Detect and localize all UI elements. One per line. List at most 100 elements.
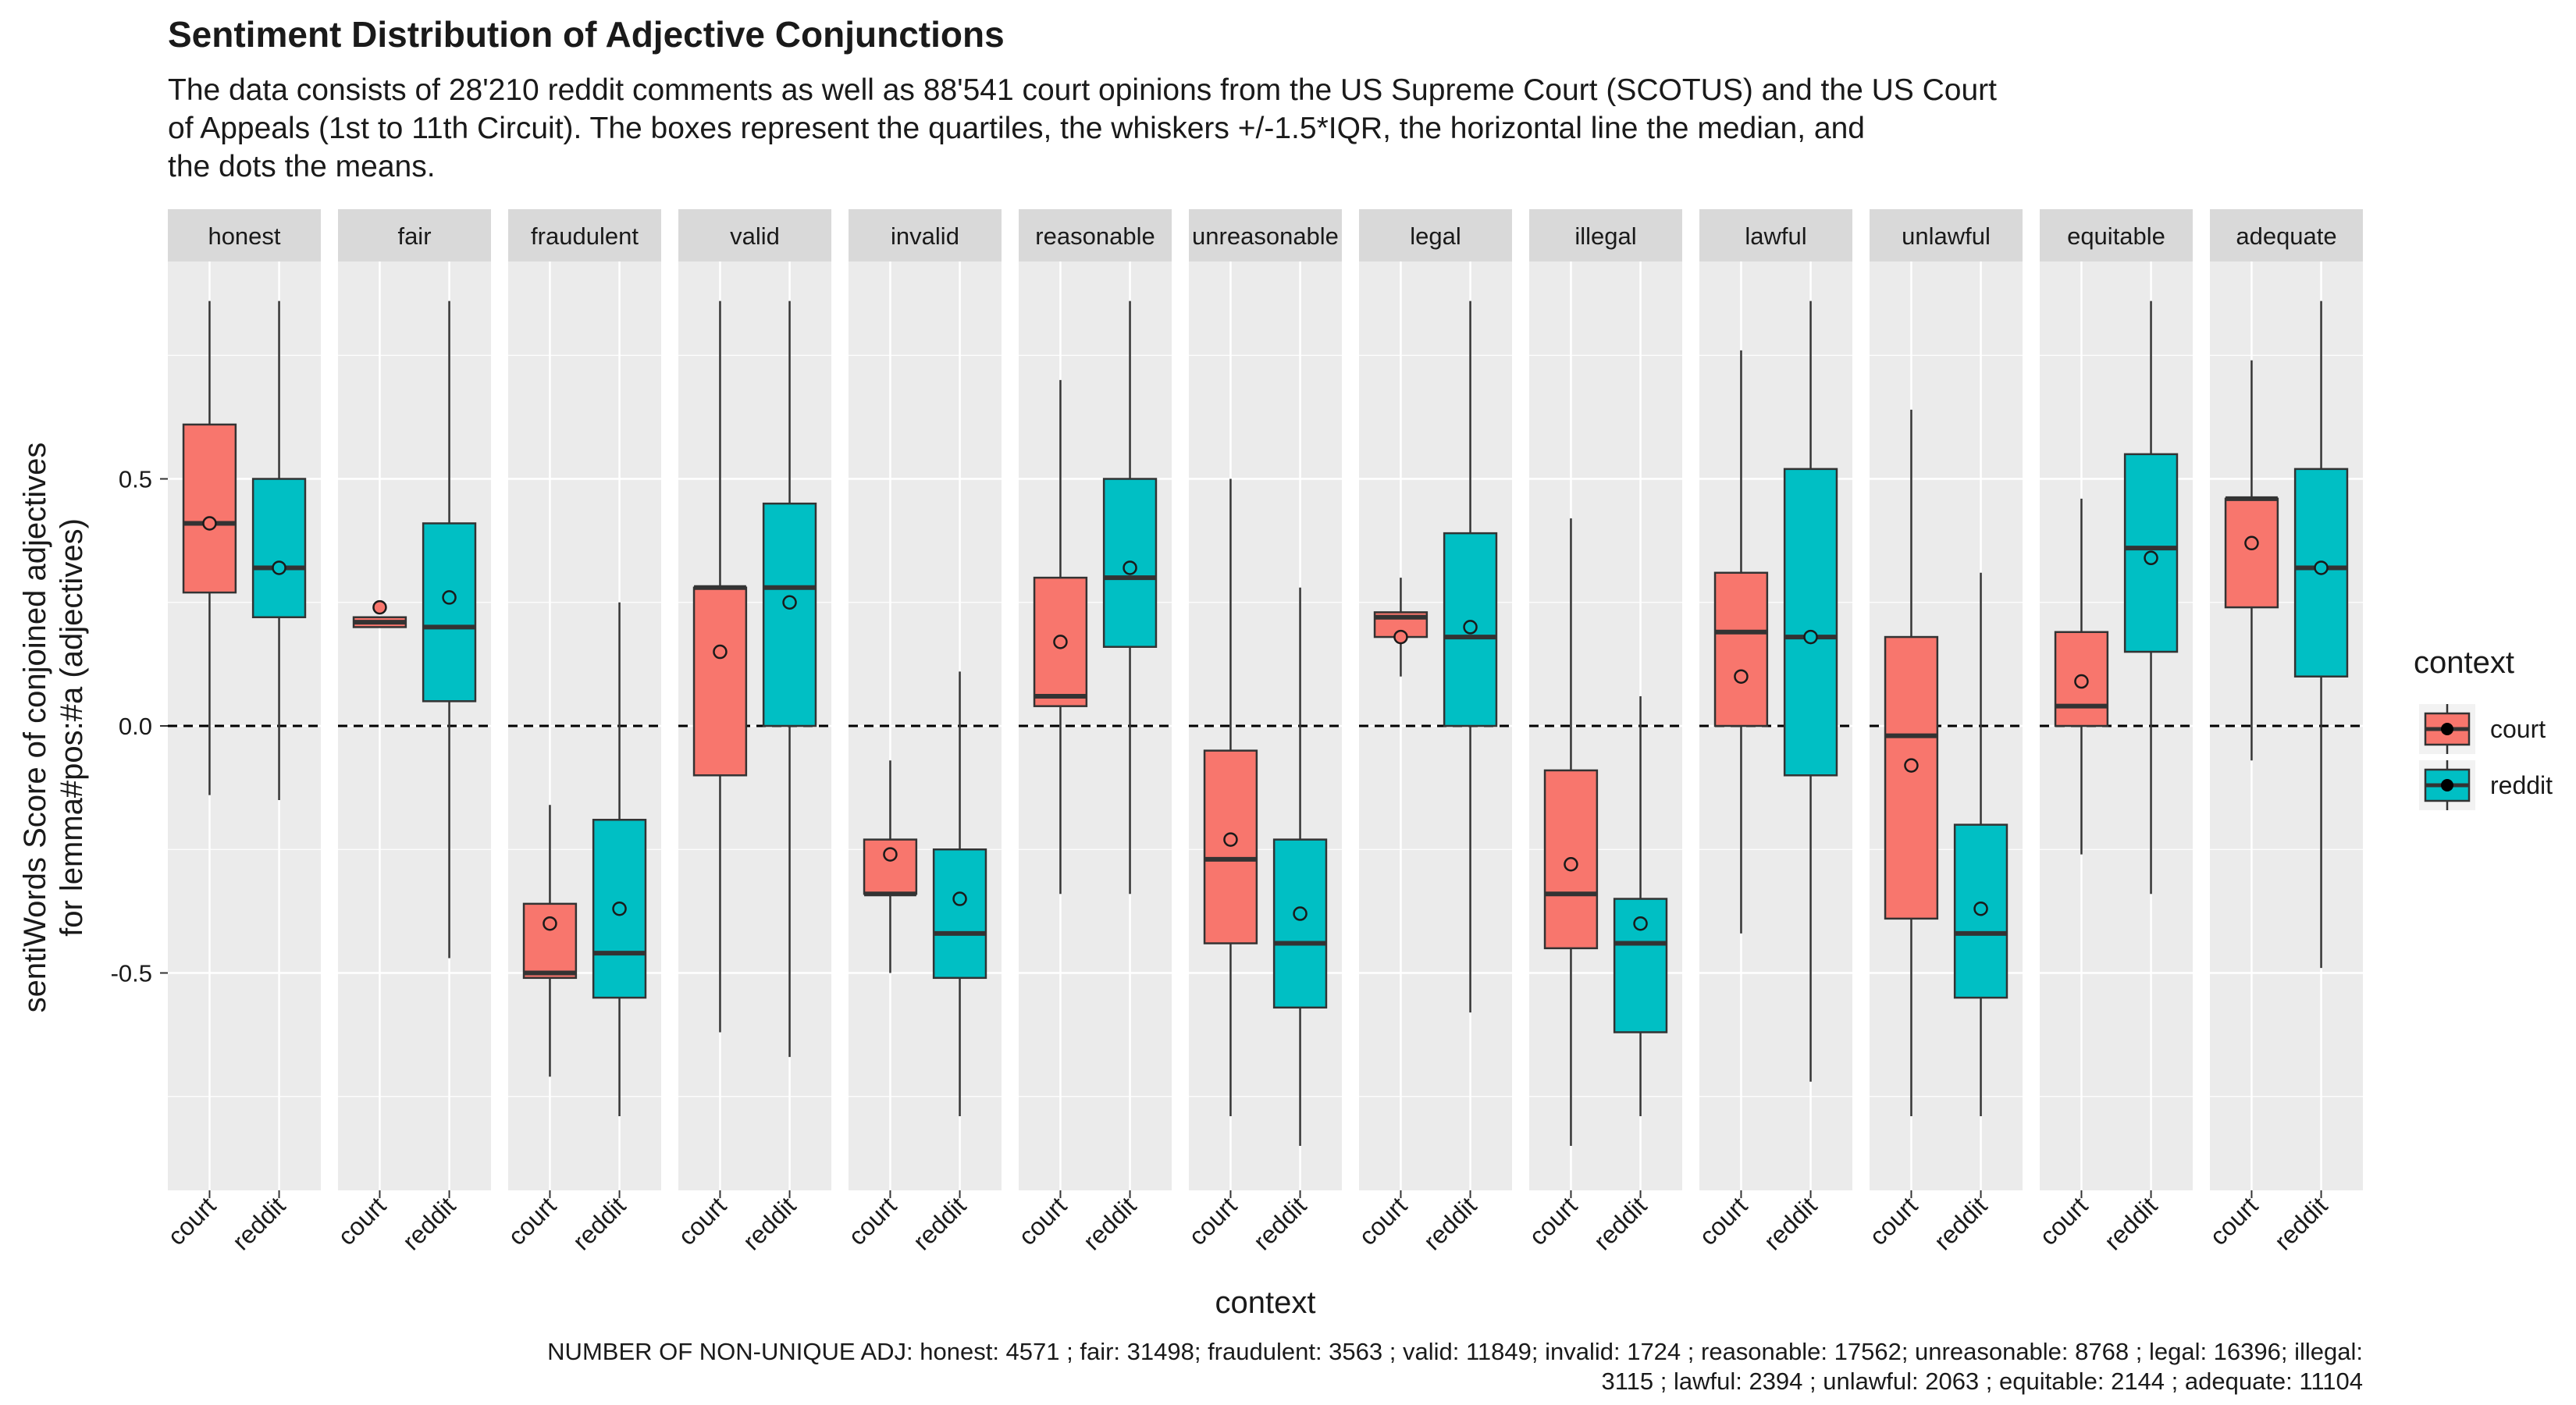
- strip-label: illegal: [1574, 222, 1636, 250]
- x-tick-label: reddit: [567, 1191, 631, 1255]
- mean-point: [372, 599, 387, 615]
- facet-panel: invalid court reddit: [843, 209, 1002, 1256]
- box: [1713, 571, 1769, 727]
- strip: [2210, 209, 2363, 261]
- facet-panel: legal court reddit: [1354, 209, 1512, 1256]
- subtitle: The data consists of 28'210 reddit comme…: [168, 73, 1997, 107]
- strip-label: adequate: [2236, 222, 2336, 250]
- strip: [168, 209, 321, 261]
- strip-label: reasonable: [1035, 222, 1155, 250]
- x-tick-label: reddit: [1758, 1191, 1822, 1255]
- legend-label: court: [2490, 715, 2546, 743]
- strip: [2040, 209, 2193, 261]
- strip: [338, 209, 491, 261]
- mean-point: [1293, 906, 1308, 921]
- x-tick-label: reddit: [397, 1191, 461, 1255]
- box: [251, 478, 307, 618]
- mean-point: [713, 644, 728, 660]
- x-tick-label: court: [673, 1191, 732, 1250]
- strip: [849, 209, 1002, 261]
- x-tick-label: reddit: [737, 1191, 801, 1255]
- facet-panel: illegal court reddit: [1524, 209, 1682, 1256]
- x-tick-label: court: [162, 1191, 222, 1250]
- facet-panel: lawful court reddit: [1694, 209, 1852, 1256]
- mean-point: [2314, 560, 2329, 575]
- strip: [678, 209, 831, 261]
- box: [422, 522, 477, 702]
- mean-point: [1463, 620, 1478, 635]
- facet-panel: unlawful court reddit: [1864, 209, 2023, 1256]
- mean-point: [612, 901, 627, 916]
- facet-panel: valid court reddit: [673, 209, 831, 1256]
- strip-label: unlawful: [1902, 222, 1991, 250]
- box: [692, 586, 748, 777]
- y-tick-label: 0.0: [119, 713, 152, 740]
- x-tick-label: reddit: [1588, 1191, 1652, 1255]
- strip-label: legal: [1410, 222, 1461, 250]
- y-axis-label: sentiWords Score of conjoined adjectives: [18, 443, 52, 1013]
- x-tick-label: court: [2034, 1191, 2094, 1250]
- legend-key-dot: [2441, 723, 2453, 735]
- subtitle: of Appeals (1st to 11th Circuit). The bo…: [168, 112, 1865, 145]
- mean-point: [2074, 674, 2089, 689]
- box: [932, 848, 987, 980]
- mean-point: [543, 916, 557, 931]
- mean-point: [1803, 629, 1818, 645]
- mean-point: [1393, 629, 1408, 645]
- mean-point: [952, 891, 967, 906]
- facet-panel: reasonable court reddit: [1013, 209, 1172, 1256]
- strip-label: unreasonable: [1192, 222, 1339, 250]
- x-tick-label: reddit: [2098, 1191, 2162, 1255]
- mean-point: [1633, 916, 1648, 931]
- x-tick-label: court: [843, 1191, 902, 1250]
- strip-label: equitable: [2067, 222, 2165, 250]
- facet-panel: equitable court reddit: [2034, 209, 2193, 1256]
- strip: [1699, 209, 1852, 261]
- facet-panel: fraudulent court reddit: [503, 209, 661, 1256]
- mean-point: [202, 516, 217, 531]
- strip: [1189, 209, 1342, 261]
- legend-key-dot: [2441, 779, 2453, 791]
- chart-title: Sentiment Distribution of Adjective Conj…: [168, 14, 1005, 55]
- x-tick-label: court: [1183, 1191, 1243, 1250]
- x-tick-label: court: [1013, 1191, 1073, 1250]
- y-tick-label: -0.5: [111, 959, 152, 987]
- box: [182, 423, 237, 594]
- mean-point: [1053, 635, 1068, 649]
- box: [1272, 838, 1328, 1009]
- x-tick-label: court: [2204, 1191, 2264, 1250]
- mean-point: [1564, 856, 1578, 872]
- caption: NUMBER OF NON-UNIQUE ADJ: honest: 4571 ;…: [547, 1338, 2363, 1365]
- mean-point: [1734, 669, 1749, 684]
- box: [1884, 635, 1939, 920]
- strip: [1529, 209, 1682, 261]
- strip: [508, 209, 661, 261]
- x-tick-label: court: [503, 1191, 562, 1250]
- mean-point: [1223, 832, 1238, 847]
- mean-point: [2144, 550, 2158, 566]
- x-tick-label: reddit: [2268, 1191, 2332, 1255]
- y-tick-label: 0.5: [119, 466, 152, 493]
- x-tick-label: court: [1864, 1191, 1923, 1250]
- x-tick-label: court: [333, 1191, 392, 1250]
- strip-label: fraudulent: [531, 222, 639, 250]
- mean-point: [1123, 560, 1137, 575]
- mean-point: [1973, 901, 1988, 916]
- legend-label: reddit: [2490, 771, 2553, 799]
- x-tick-label: reddit: [226, 1191, 290, 1255]
- strip: [1359, 209, 1512, 261]
- strip-label: lawful: [1745, 222, 1806, 250]
- strip-label: valid: [730, 222, 780, 250]
- y-axis-label: for lemma#pos:#a (adjectives): [55, 518, 89, 937]
- box: [1443, 532, 1498, 727]
- x-tick-label: reddit: [1247, 1191, 1311, 1255]
- legend-title: context: [2414, 646, 2514, 680]
- strip-label: fair: [397, 222, 431, 250]
- box: [762, 502, 817, 727]
- mean-point: [272, 560, 286, 575]
- facet-panel: adequate court reddit: [2204, 209, 2363, 1256]
- x-tick-label: reddit: [907, 1191, 971, 1255]
- facet-panel: honest court reddit: [162, 209, 321, 1256]
